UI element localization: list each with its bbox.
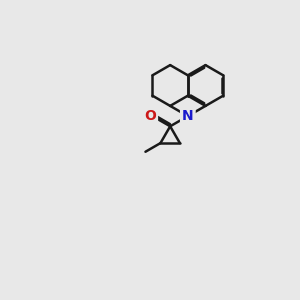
Text: O: O: [144, 109, 156, 123]
Text: N: N: [182, 109, 194, 123]
